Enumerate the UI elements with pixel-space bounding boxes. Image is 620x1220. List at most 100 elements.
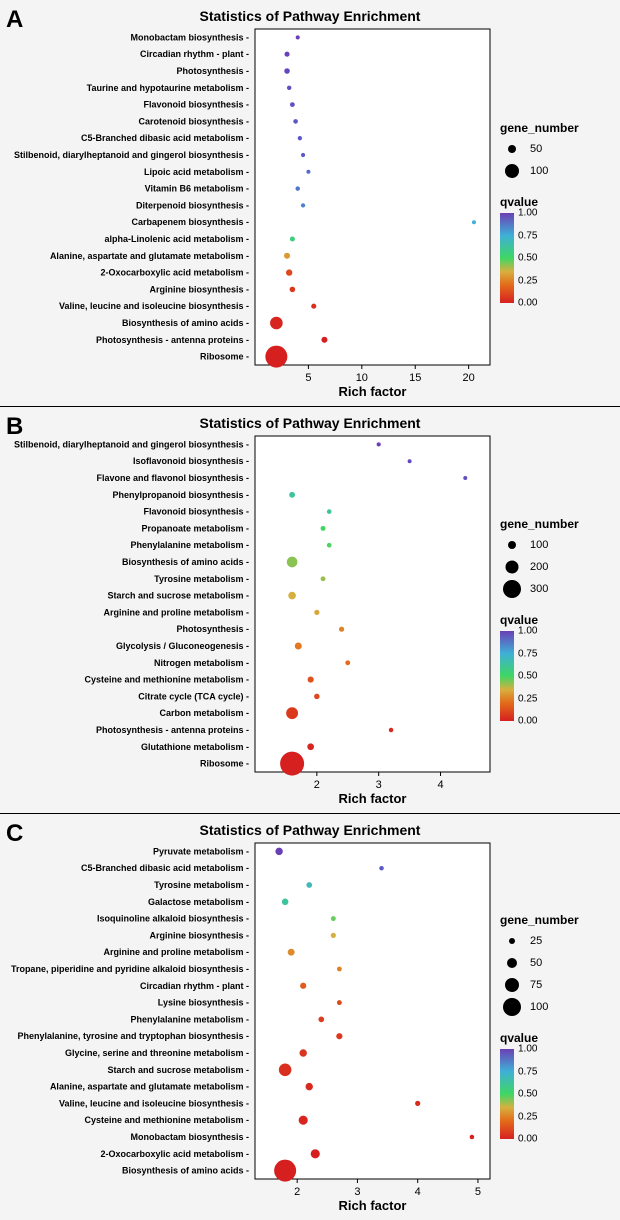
x-axis-label: Rich factor	[339, 1198, 407, 1213]
panel-label: B	[6, 413, 23, 441]
y-tick-label: Glycolysis / Gluconeogenesis -	[116, 641, 249, 651]
y-tick-label: Phenylalanine, tyrosine and tryptophan b…	[17, 1031, 249, 1041]
y-tick-label: 2-Oxocarboxylic acid metabolism -	[100, 1149, 249, 1159]
color-bar	[500, 1049, 514, 1139]
y-tick-label: Carbon metabolism -	[159, 708, 249, 718]
y-tick-label: Arginine biosynthesis -	[149, 930, 249, 940]
data-point	[331, 933, 336, 938]
data-point	[299, 1116, 308, 1125]
data-point	[282, 899, 289, 906]
size-legend-row: 25	[500, 931, 600, 951]
legend-title-size: gene_number	[500, 517, 600, 531]
y-tick-label: Photosynthesis -	[176, 66, 249, 76]
y-tick-label: Citrate cycle (TCA cycle) -	[138, 691, 249, 701]
data-point	[306, 170, 310, 174]
y-tick-label: 2-Oxocarboxylic acid metabolism -	[100, 268, 249, 278]
y-tick-label: Biosynthesis of amino acids -	[122, 318, 249, 328]
panel-label: A	[6, 6, 23, 34]
data-point	[321, 576, 326, 581]
x-tick-label: 3	[376, 779, 382, 791]
y-tick-label: Biosynthesis of amino acids -	[122, 557, 249, 567]
data-point	[293, 119, 298, 124]
y-tick-label: Alanine, aspartate and glutamate metabol…	[50, 1082, 249, 1092]
data-point	[339, 627, 344, 632]
y-tick-label: Monobactam biosynthesis -	[130, 1132, 249, 1142]
x-tick-label: 10	[356, 372, 368, 384]
y-tick-label: Photosynthesis - antenna proteins -	[96, 335, 249, 345]
y-tick-label: Carotenoid biosynthesis -	[138, 116, 249, 126]
y-tick-label: Glycine, serine and threonine metabolism…	[65, 1048, 249, 1058]
data-point	[287, 86, 291, 90]
legend: gene_number100200300qvalue1.000.750.500.…	[500, 431, 600, 807]
panel-C: CStatistics of Pathway EnrichmentPyruvat…	[0, 814, 620, 1220]
y-tick-label: Valine, leucine and isoleucine biosynthe…	[59, 301, 249, 311]
data-point	[321, 337, 327, 343]
x-tick-label: 2	[314, 779, 320, 791]
x-tick-label: 2	[294, 1186, 300, 1198]
data-point	[300, 983, 306, 989]
bubble-chart: Stilbenoid, diarylheptanoid and gingerol…	[0, 431, 500, 807]
data-point	[280, 752, 304, 776]
data-point	[286, 707, 298, 719]
data-point	[284, 253, 290, 259]
chart-title: Statistics of Pathway Enrichment	[0, 0, 620, 24]
legend-title-color: qvalue	[500, 195, 600, 209]
data-point	[284, 68, 290, 74]
y-tick-label: Starch and sucrose metabolism -	[107, 591, 249, 601]
y-tick-label: Circadian rhythm - plant -	[140, 49, 249, 59]
y-tick-label: Valine, leucine and isoleucine biosynthe…	[59, 1098, 249, 1108]
y-tick-label: Circadian rhythm - plant -	[140, 981, 249, 991]
data-point	[295, 186, 299, 190]
data-point	[389, 728, 393, 732]
y-tick-label: Ribosome -	[200, 759, 249, 769]
data-point	[327, 509, 332, 514]
data-point	[289, 492, 295, 498]
data-point	[290, 102, 295, 107]
y-tick-label: Tyrosine metabolism -	[154, 574, 249, 584]
panel-B: BStatistics of Pathway EnrichmentStilben…	[0, 407, 620, 814]
data-point	[286, 269, 292, 275]
data-point	[306, 1083, 313, 1090]
data-point	[290, 236, 295, 241]
data-point	[331, 916, 336, 921]
y-tick-label: Carbapenem biosynthesis -	[131, 217, 249, 227]
y-tick-label: Glutathione metabolism -	[141, 742, 249, 752]
data-point	[314, 694, 320, 700]
y-tick-label: Tropane, piperidine and pyridine alkaloi…	[11, 964, 249, 974]
y-tick-label: Phenylalanine metabolism -	[130, 540, 249, 550]
data-point	[314, 610, 319, 615]
data-point	[279, 1064, 292, 1077]
data-point	[377, 442, 381, 446]
legend-title-size: gene_number	[500, 913, 600, 927]
color-bar	[500, 213, 514, 303]
data-point	[288, 592, 296, 600]
legend: gene_number255075100qvalue1.000.750.500.…	[500, 838, 600, 1214]
y-tick-label: Tyrosine metabolism -	[154, 880, 249, 890]
size-legend-row: 300	[500, 579, 600, 599]
x-tick-label: 3	[354, 1186, 360, 1198]
y-tick-label: Pyruvate metabolism -	[153, 846, 249, 856]
y-tick-label: Isoquinoline alkaloid biosynthesis -	[97, 914, 249, 924]
y-tick-label: Cysteine and methionine metabolism -	[84, 1115, 249, 1125]
data-point	[284, 52, 289, 57]
y-tick-label: Arginine biosynthesis -	[149, 284, 249, 294]
panel-A: AStatistics of Pathway Enrichment Monobac…	[0, 0, 620, 407]
data-point	[298, 136, 302, 140]
x-tick-label: 5	[475, 1186, 481, 1198]
bubble-chart: Pyruvate metabolism -C5-Branched dibasic…	[0, 838, 500, 1214]
data-point	[470, 1135, 475, 1140]
y-tick-label: Monobactam biosynthesis -	[130, 32, 249, 42]
data-point	[290, 287, 296, 293]
panel-label: C	[6, 820, 23, 848]
x-axis-label: Rich factor	[339, 384, 407, 399]
y-tick-label: Biosynthesis of amino acids -	[122, 1166, 249, 1176]
data-point	[379, 866, 384, 871]
y-tick-label: Diterpenoid biosynthesis -	[136, 200, 249, 210]
x-tick-label: 4	[415, 1186, 421, 1198]
y-tick-label: Stilbenoid, diarylheptanoid and gingerol…	[14, 150, 249, 160]
x-tick-label: 20	[463, 372, 475, 384]
y-tick-label: Arginine and proline metabolism -	[103, 947, 249, 957]
y-tick-label: Galactose metabolism -	[148, 897, 249, 907]
chart-title: Statistics of Pathway Enrichment	[0, 407, 620, 431]
legend-title-color: qvalue	[500, 613, 600, 627]
